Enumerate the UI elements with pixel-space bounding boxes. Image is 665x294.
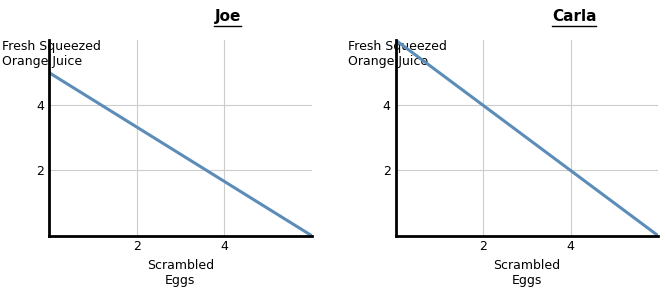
Text: Carla: Carla	[552, 9, 597, 24]
X-axis label: Scrambled
Eggs: Scrambled Eggs	[147, 259, 214, 287]
Text: Joe: Joe	[214, 9, 241, 24]
Y-axis label: Fresh Squeezed
Orange Juice: Fresh Squeezed Orange Juice	[2, 40, 100, 68]
Y-axis label: Fresh Squeezed
Orange Juice: Fresh Squeezed Orange Juice	[348, 40, 447, 68]
X-axis label: Scrambled
Eggs: Scrambled Eggs	[493, 259, 561, 287]
